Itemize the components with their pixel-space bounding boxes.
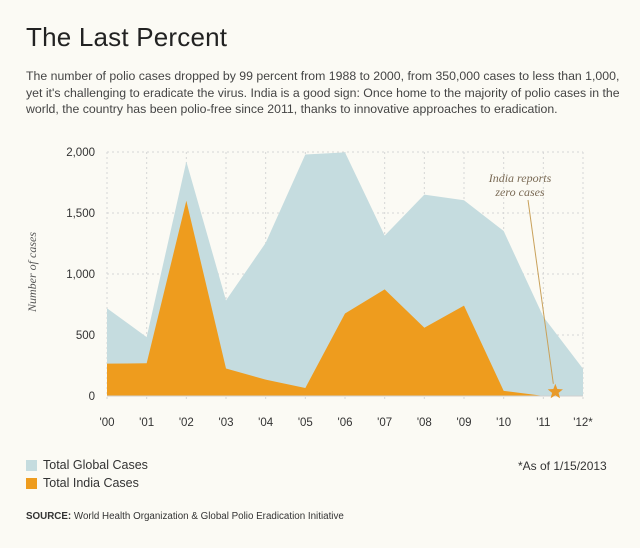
footnote: *As of 1/15/2013 bbox=[518, 459, 607, 473]
x-tick-label: '02 bbox=[179, 417, 194, 429]
source-credit: SOURCE: World Health Organization & Glob… bbox=[26, 511, 344, 522]
legend-item-global: Total Global Cases bbox=[26, 458, 148, 472]
star-icon bbox=[547, 383, 563, 399]
x-tick-label: '03 bbox=[219, 417, 234, 429]
legend-swatch-india bbox=[26, 477, 37, 489]
legend-item-india: Total India Cases bbox=[26, 476, 139, 490]
x-tick-label: '00 bbox=[100, 417, 115, 429]
x-tick-label: '11 bbox=[536, 417, 550, 429]
x-tick-label: '10 bbox=[496, 417, 511, 429]
x-tick-label: '12* bbox=[573, 417, 593, 429]
y-tick-label: 1,000 bbox=[66, 269, 95, 281]
page-title: The Last Percent bbox=[26, 22, 228, 52]
y-tick-label: 1,500 bbox=[66, 208, 95, 220]
y-tick-label: 2,000 bbox=[66, 147, 95, 159]
legend-swatch-global bbox=[26, 459, 37, 471]
area-india-cases bbox=[107, 200, 583, 396]
x-tick-label: '09 bbox=[457, 417, 472, 429]
source-label: SOURCE: bbox=[26, 511, 72, 522]
annotation-leader-line bbox=[527, 199, 554, 384]
x-tick-label: '08 bbox=[417, 417, 432, 429]
annotation-text-line-2: zero cases bbox=[494, 185, 545, 199]
x-tick-label: '01 bbox=[139, 417, 154, 429]
y-tick-label: 500 bbox=[76, 330, 95, 342]
chart-subtitle: The number of polio cases dropped by 99 … bbox=[26, 69, 620, 116]
x-tick-label: '06 bbox=[338, 417, 353, 429]
y-axis-label: Number of cases bbox=[25, 232, 39, 313]
source-text: World Health Organization & Global Polio… bbox=[71, 511, 344, 522]
axes: 0 500 1,000 1,500 2,000 '00 '01 '02 '03 '04 '05 '06… bbox=[66, 147, 593, 429]
y-tick-label: 0 bbox=[89, 391, 95, 403]
annotation-text-line-1: India reports bbox=[488, 171, 552, 185]
legend-label-global: Total Global Cases bbox=[43, 458, 148, 472]
annotation: India reports zero cases bbox=[488, 171, 563, 399]
x-tick-label: '04 bbox=[258, 417, 274, 429]
x-tick-label: '05 bbox=[298, 417, 313, 429]
legend-label-india: Total India Cases bbox=[43, 476, 139, 490]
x-tick-label: '07 bbox=[377, 417, 392, 429]
